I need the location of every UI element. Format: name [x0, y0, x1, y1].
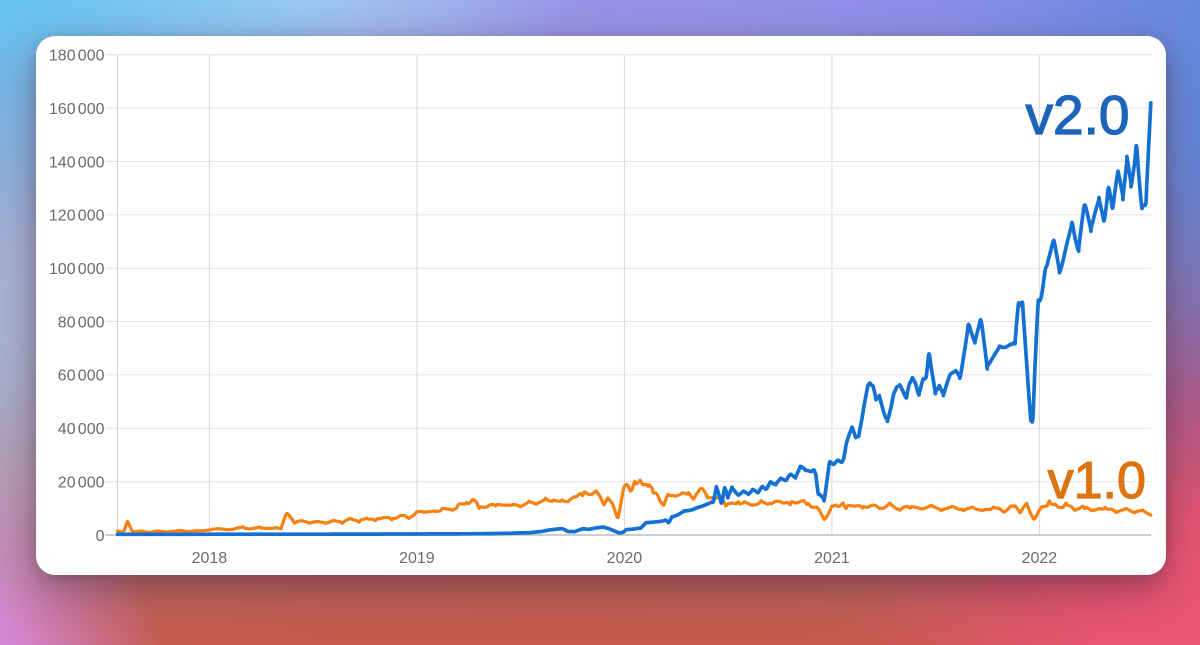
- svg-text:2019: 2019: [399, 550, 435, 567]
- svg-text:2018: 2018: [192, 550, 228, 567]
- svg-text:v2.0: v2.0: [1026, 84, 1130, 146]
- svg-text:2022: 2022: [1022, 550, 1058, 567]
- svg-text:2021: 2021: [814, 550, 850, 567]
- svg-text:2020: 2020: [607, 550, 643, 567]
- svg-text:0: 0: [96, 528, 105, 545]
- svg-text:v1.0: v1.0: [1048, 452, 1146, 510]
